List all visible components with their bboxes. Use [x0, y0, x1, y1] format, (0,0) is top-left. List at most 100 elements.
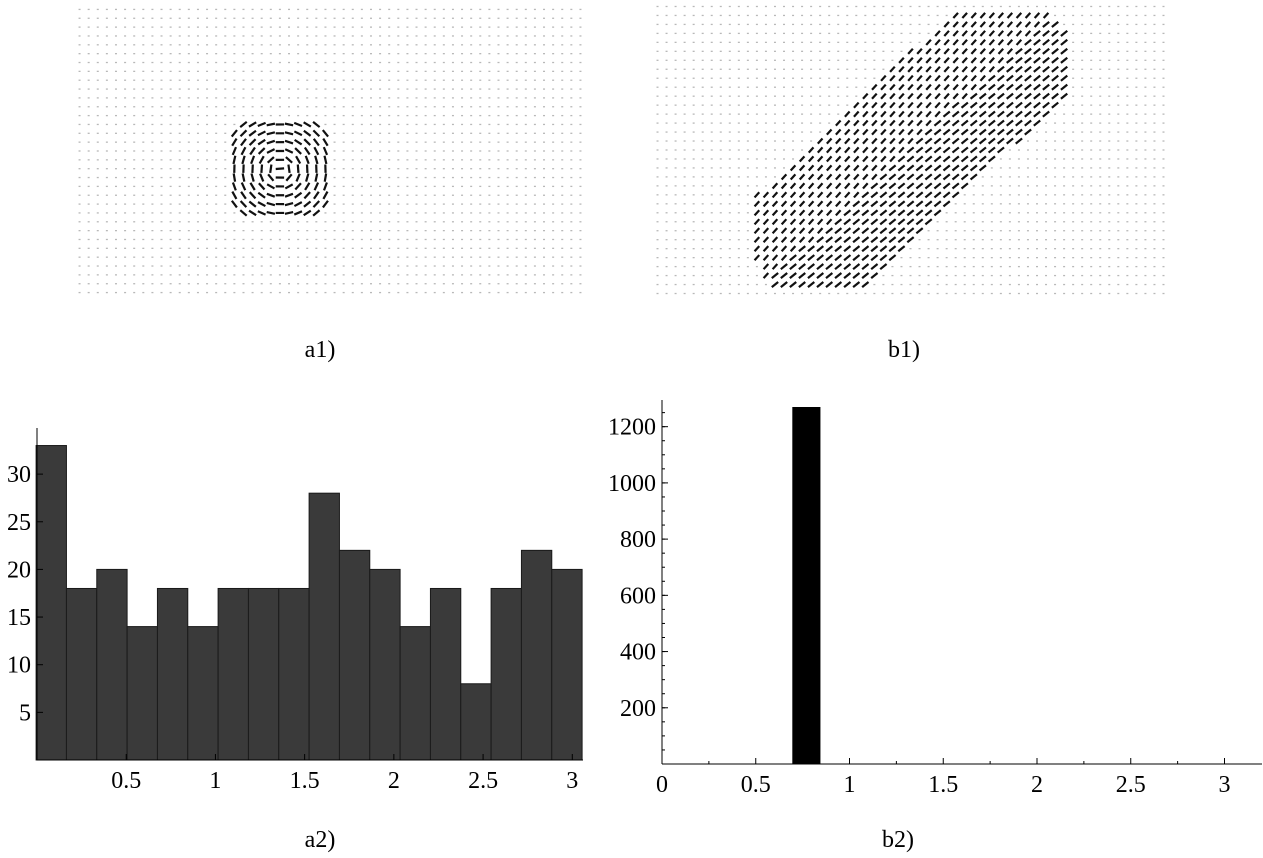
field-arrow — [898, 146, 905, 154]
field-arrow — [907, 83, 914, 91]
field-arrow — [816, 254, 825, 262]
field-arrow — [1042, 101, 1050, 109]
caption-b1: b1) — [888, 337, 920, 363]
field-arrow — [1006, 56, 1014, 64]
field-arrow — [257, 210, 266, 216]
field-arrow — [942, 146, 951, 154]
field-arrow — [816, 182, 824, 190]
field-arrow — [934, 48, 941, 55]
field-arrow — [933, 182, 942, 190]
field-arrow — [844, 146, 851, 154]
field-arrow — [807, 182, 815, 190]
field-arrow — [1024, 101, 1032, 109]
field-arrow — [285, 173, 293, 182]
field-arrow — [852, 254, 861, 262]
field-arrow — [1015, 65, 1023, 73]
field-arrow — [942, 137, 951, 145]
field-arrow — [771, 227, 779, 235]
field-arrow — [240, 182, 247, 191]
field-arrow — [1024, 74, 1032, 82]
field-arrow — [969, 173, 978, 181]
field-arrow — [907, 56, 914, 64]
field-arrow — [771, 263, 779, 270]
y-tick-label: 20 — [7, 557, 31, 583]
field-arrow — [907, 110, 914, 118]
field-arrow — [844, 173, 851, 181]
field-arrow — [844, 182, 851, 190]
field-arrow — [960, 146, 969, 154]
field-arrow — [924, 218, 933, 226]
field-arrow — [1015, 39, 1023, 46]
field-arrow — [1042, 20, 1050, 28]
field-arrow — [916, 119, 923, 127]
field-arrow — [943, 56, 950, 64]
field-arrow — [1006, 21, 1014, 28]
field-arrow — [1060, 74, 1068, 82]
field-arrow — [897, 218, 906, 226]
field-arrow — [997, 12, 1005, 19]
field-arrow — [952, 74, 959, 82]
field-arrow — [1051, 29, 1059, 37]
field-arrow — [239, 200, 248, 208]
field-arrow — [988, 39, 995, 46]
field-arrow — [862, 146, 869, 154]
field-arrow — [826, 191, 833, 199]
y-tick-label: 30 — [7, 462, 31, 488]
field-arrow — [843, 272, 852, 280]
field-arrow — [987, 146, 996, 154]
field-arrow — [969, 101, 978, 109]
field-arrow — [266, 156, 275, 164]
field-arrow — [780, 209, 788, 217]
field-arrow — [807, 254, 815, 262]
field-arrow — [889, 83, 896, 91]
field-arrow — [996, 110, 1005, 118]
field-arrow — [960, 119, 969, 127]
field-arrow — [925, 110, 932, 118]
field-arrow — [960, 137, 969, 145]
field-arrow — [835, 119, 842, 127]
field-arrow — [880, 83, 887, 91]
field-arrow — [987, 110, 996, 118]
field-arrow — [816, 272, 825, 280]
field-arrow — [933, 155, 942, 163]
x-tick-label: 3 — [1219, 772, 1231, 798]
field-arrow — [970, 39, 977, 46]
field-arrow — [771, 191, 779, 199]
field-arrow — [762, 245, 770, 252]
field-arrow — [943, 83, 950, 91]
field-arrow — [871, 164, 878, 172]
field-arrow — [834, 254, 843, 262]
field-arrow — [906, 155, 915, 163]
field-arrow — [915, 182, 924, 190]
field-arrow — [906, 227, 915, 235]
field-arrow — [996, 119, 1005, 127]
field-arrow — [861, 236, 870, 244]
field-arrow — [952, 65, 959, 73]
field-arrow — [888, 191, 897, 199]
field-arrow — [879, 173, 888, 181]
field-arrow — [230, 129, 238, 138]
field-arrow — [862, 119, 869, 127]
field-arrow — [825, 236, 834, 244]
field-arrow — [771, 245, 779, 252]
field-arrow — [916, 74, 923, 82]
field-arrow — [825, 227, 834, 235]
field-arrow — [266, 183, 276, 190]
field-arrow — [970, 65, 977, 73]
field-arrow — [969, 155, 978, 163]
field-arrow — [762, 191, 770, 199]
field-arrow — [969, 110, 978, 118]
field-arrow — [880, 74, 887, 82]
field-arrow — [257, 121, 267, 128]
field-arrow — [862, 182, 869, 190]
field-arrow — [906, 200, 915, 208]
field-arrow — [753, 209, 761, 217]
field-arrow — [1060, 47, 1068, 55]
field-arrow — [825, 245, 834, 253]
field-arrow — [952, 12, 959, 19]
field-arrow — [915, 155, 924, 163]
field-arrow — [231, 137, 238, 147]
field-arrow — [952, 92, 959, 100]
field-arrow — [870, 272, 879, 280]
field-arrow — [258, 182, 266, 191]
